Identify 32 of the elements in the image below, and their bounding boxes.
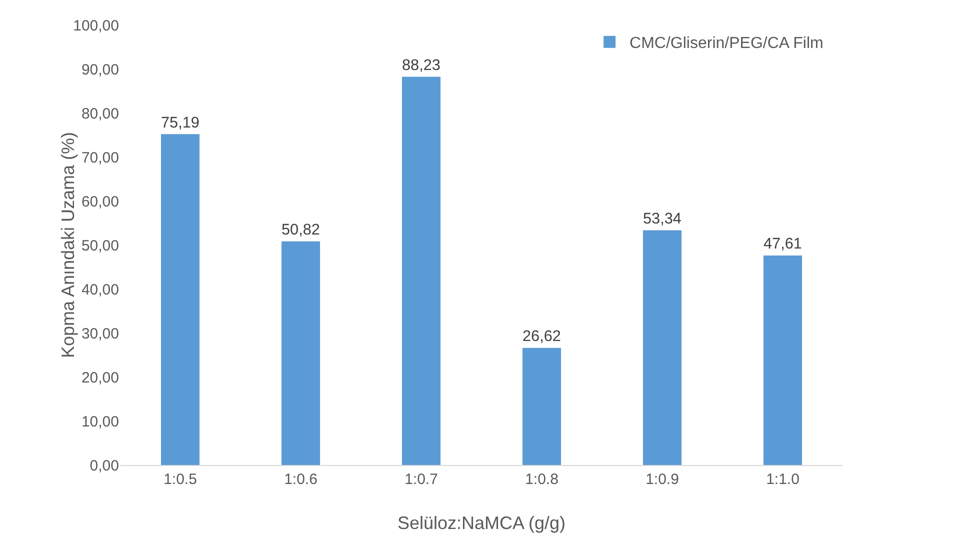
bar	[281, 241, 320, 465]
y-tick-label: 60,00	[81, 193, 119, 210]
y-tick-label: 40,00	[81, 281, 119, 298]
bar	[160, 134, 200, 465]
y-axis-title: Kopma Anındaki Uzama (%)	[58, 132, 78, 358]
y-tick-label: 30,00	[81, 325, 119, 342]
x-axis-title: Selüloz:NaMCA (g/g)	[397, 513, 566, 533]
data-label: 50,82	[281, 222, 320, 239]
bar	[402, 76, 441, 465]
data-label: 26,62	[522, 328, 561, 346]
y-tick-label: 70,00	[81, 149, 119, 166]
x-tick-label: 1:0.8	[525, 471, 558, 488]
y-tick-label: 90,00	[81, 61, 119, 78]
y-tick-label: 100,00	[73, 17, 119, 34]
legend-label: CMC/Gliserin/PEG/CA Film	[630, 35, 824, 52]
x-tick-label: 1:0.6	[284, 471, 318, 488]
x-tick-label: 1:1.0	[766, 471, 800, 488]
bar	[522, 348, 562, 465]
x-tick-label: 1:0.7	[404, 471, 438, 488]
x-tick-label: 1:0.5	[164, 471, 197, 488]
y-tick-label: 0,00	[90, 457, 119, 474]
bar	[763, 256, 802, 465]
y-tick-label: 80,00	[81, 105, 119, 122]
data-label: 47,61	[763, 236, 802, 253]
data-label: 88,23	[402, 56, 440, 74]
data-label: 53,34	[642, 210, 682, 228]
y-tick-label: 20,00	[81, 369, 119, 386]
y-tick-label: 50,00	[81, 237, 119, 254]
x-tick-label: 1:0.9	[646, 471, 679, 488]
data-label: 75,19	[160, 114, 200, 132]
y-tick-label: 10,00	[81, 413, 119, 430]
bar	[642, 230, 682, 465]
